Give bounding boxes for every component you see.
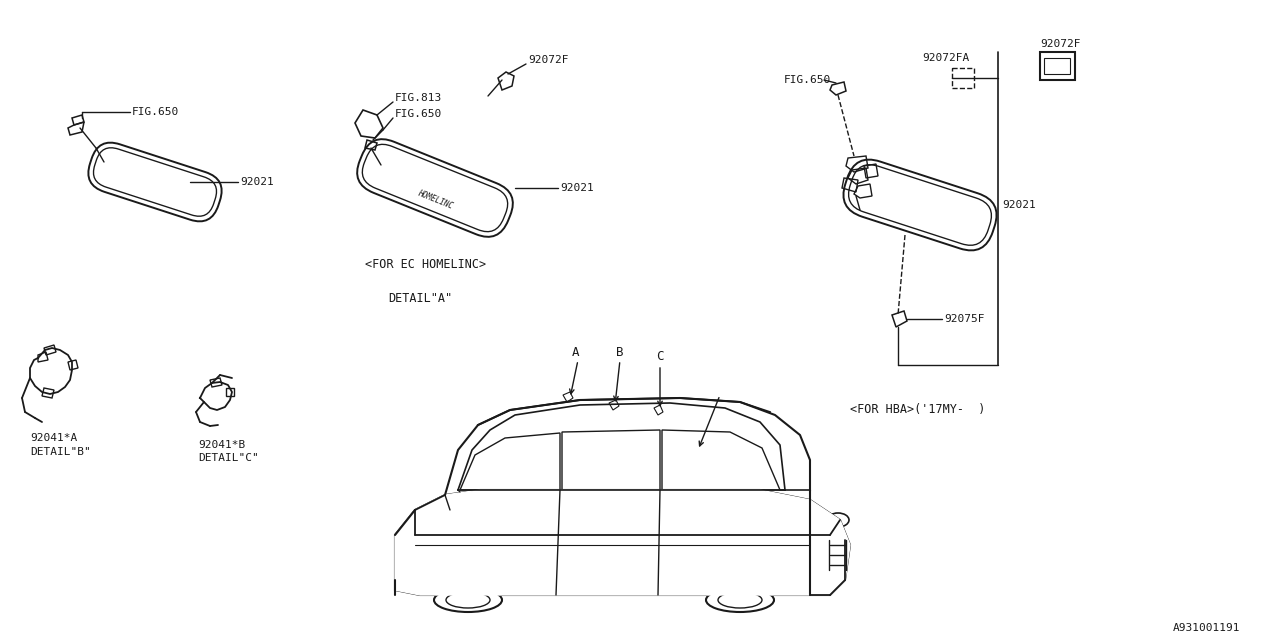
Ellipse shape xyxy=(707,588,774,612)
Ellipse shape xyxy=(434,588,502,612)
Text: 92021: 92021 xyxy=(241,177,274,187)
Text: FIG.650: FIG.650 xyxy=(132,107,179,117)
Text: DETAIL"B": DETAIL"B" xyxy=(29,447,91,457)
Text: FIG.650: FIG.650 xyxy=(783,75,831,85)
Text: A: A xyxy=(572,346,580,358)
Polygon shape xyxy=(396,490,850,595)
Text: 92021: 92021 xyxy=(561,183,594,193)
Text: 92075F: 92075F xyxy=(945,314,984,324)
Text: 92072F: 92072F xyxy=(1039,39,1080,49)
Text: FIG.650: FIG.650 xyxy=(396,109,443,119)
Text: 92041*A: 92041*A xyxy=(29,433,77,443)
Text: HOMELINC: HOMELINC xyxy=(416,189,454,211)
Text: DETAIL"C": DETAIL"C" xyxy=(198,453,259,463)
Text: DETAIL"A": DETAIL"A" xyxy=(388,291,452,305)
Text: 92072FA: 92072FA xyxy=(922,53,969,63)
Text: FIG.813: FIG.813 xyxy=(396,93,443,103)
Text: A931001191: A931001191 xyxy=(1172,623,1240,633)
Text: 92072F: 92072F xyxy=(529,55,568,65)
Text: 92021: 92021 xyxy=(1002,200,1036,210)
Text: 92041*B: 92041*B xyxy=(198,440,246,450)
Text: B: B xyxy=(616,346,623,358)
Text: C: C xyxy=(657,351,663,364)
Text: <FOR HBA>('17MY-  ): <FOR HBA>('17MY- ) xyxy=(850,403,986,417)
Text: <FOR EC HOMELINC>: <FOR EC HOMELINC> xyxy=(365,259,486,271)
